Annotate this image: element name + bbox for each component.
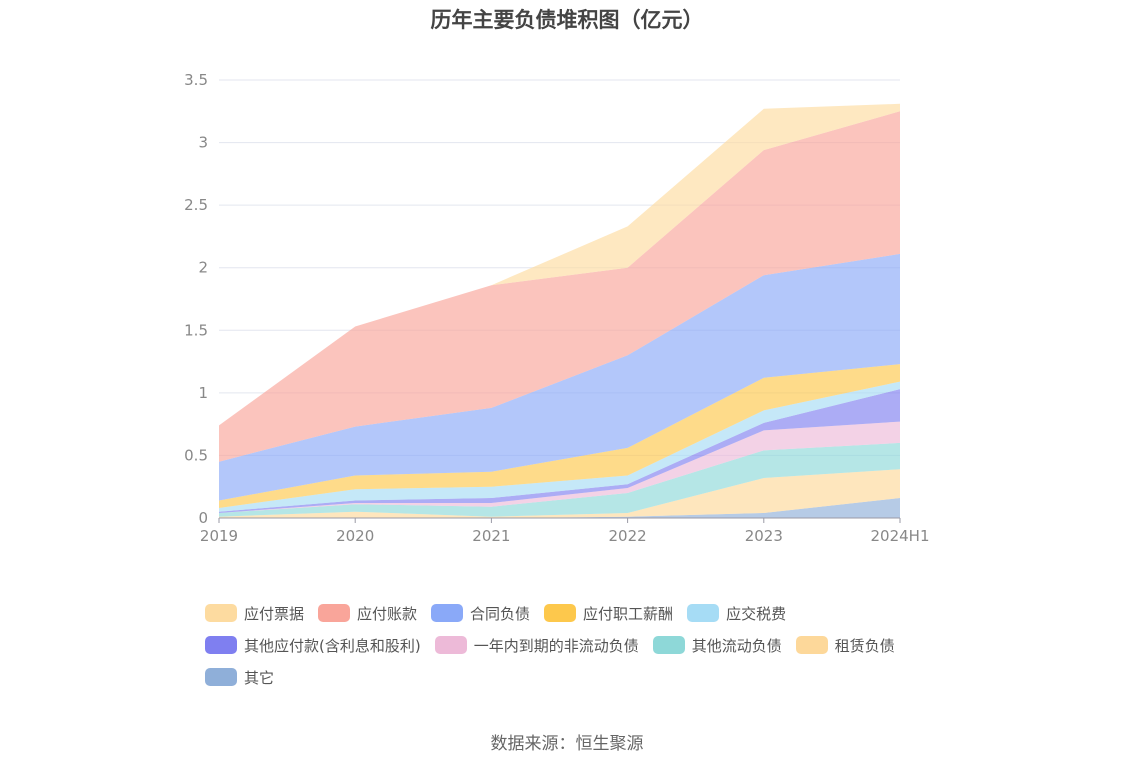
legend-label: 应付职工薪酬 (583, 604, 674, 623)
legend-swatch (652, 636, 685, 654)
area-应付职工薪酬 (219, 364, 900, 508)
stacked-area-chart: 0 0.5 1 1.5 2 2.5 3 3.5 2019 2020 2021 2022 2023 2024… (184, 71, 929, 545)
legend-item[interactable]: 应付账款 (318, 603, 417, 624)
y-tick-label: 3 (198, 134, 208, 152)
x-tick-label: 2023 (745, 527, 783, 545)
legend-item[interactable]: 一年内到期的非流动负债 (434, 635, 639, 656)
legend-swatch (795, 636, 828, 654)
legend-row: 其他应付款(含利息和股利) 一年内到期的非流动负债 其他流动负债 租赁负债 (205, 629, 965, 661)
area-series (219, 103, 900, 518)
legend-swatch (205, 604, 237, 622)
legend-item[interactable]: 应付职工薪酬 (544, 603, 673, 624)
area-应交税费 (219, 381, 900, 512)
legend-item[interactable]: 其他应付款(含利息和股利) (205, 635, 421, 656)
y-tick-label: 1 (198, 384, 208, 402)
area-其它 (219, 498, 900, 518)
legend-item[interactable]: 其他流动负债 (652, 635, 782, 656)
legend-item[interactable]: 租赁负债 (795, 635, 895, 656)
area-合同负债 (219, 253, 900, 501)
x-tick-label: 2019 (200, 527, 238, 545)
x-tick-label: 2020 (336, 527, 374, 545)
y-tick-label: 2 (198, 259, 208, 277)
legend-swatch (205, 668, 237, 686)
y-tick-label: 1.5 (184, 321, 208, 339)
data-source: 数据来源：恒生聚源 (490, 734, 644, 754)
legend-label: 合同负债 (470, 604, 531, 623)
y-tick-label: 3.5 (184, 71, 208, 89)
y-tick-label: 2.5 (184, 196, 208, 214)
y-tick-label: 0 (198, 509, 208, 527)
area-其他流动负债 (219, 442, 900, 517)
legend-item[interactable]: 其它 (205, 667, 274, 688)
legend-swatch (544, 604, 577, 622)
axes: 0 0.5 1 1.5 2 2.5 3 3.5 2019 2020 2021 2022 2023 2024… (184, 71, 929, 545)
legend-item[interactable]: 合同负债 (431, 603, 530, 624)
legend-label: 应交税费 (726, 604, 787, 623)
legend-label: 应付票据 (244, 604, 305, 623)
legend-swatch (205, 636, 237, 654)
area-应付票据 (219, 103, 900, 426)
area-一年内到期的非流动负债 (219, 421, 900, 513)
legend-swatch (434, 636, 467, 654)
legend-label: 应付账款 (357, 604, 418, 623)
legend-swatch (431, 604, 464, 622)
x-tick-label: 2024H1 (871, 527, 930, 545)
legend-swatch (318, 604, 351, 622)
legend-swatch (687, 604, 720, 622)
legend-label: 其他应付款(含利息和股利) (244, 636, 421, 655)
legend: 应付票据 应付账款 合同负债 应付职工薪酬 应交税费其他应付款(含利息和股利) 一年内到期… (205, 597, 965, 693)
area-应付账款 (219, 111, 900, 462)
area-租赁负债 (219, 469, 900, 518)
legend-label: 租赁负债 (834, 636, 895, 655)
x-tick-label: 2022 (609, 527, 647, 545)
x-tick-label: 2021 (472, 527, 510, 545)
legend-item[interactable]: 应付票据 (205, 603, 304, 624)
y-tick-label: 0.5 (184, 446, 208, 464)
legend-label: 其他流动负债 (691, 636, 782, 655)
legend-row: 应付票据 应付账款 合同负债 应付职工薪酬 应交税费 (205, 597, 965, 629)
legend-row: 其它 (205, 661, 965, 693)
chart-title: 历年主要负债堆积图（亿元） (430, 8, 704, 32)
legend-label: 一年内到期的非流动负债 (473, 636, 639, 655)
legend-item[interactable]: 应交税费 (687, 603, 786, 624)
legend-label: 其它 (244, 668, 275, 687)
